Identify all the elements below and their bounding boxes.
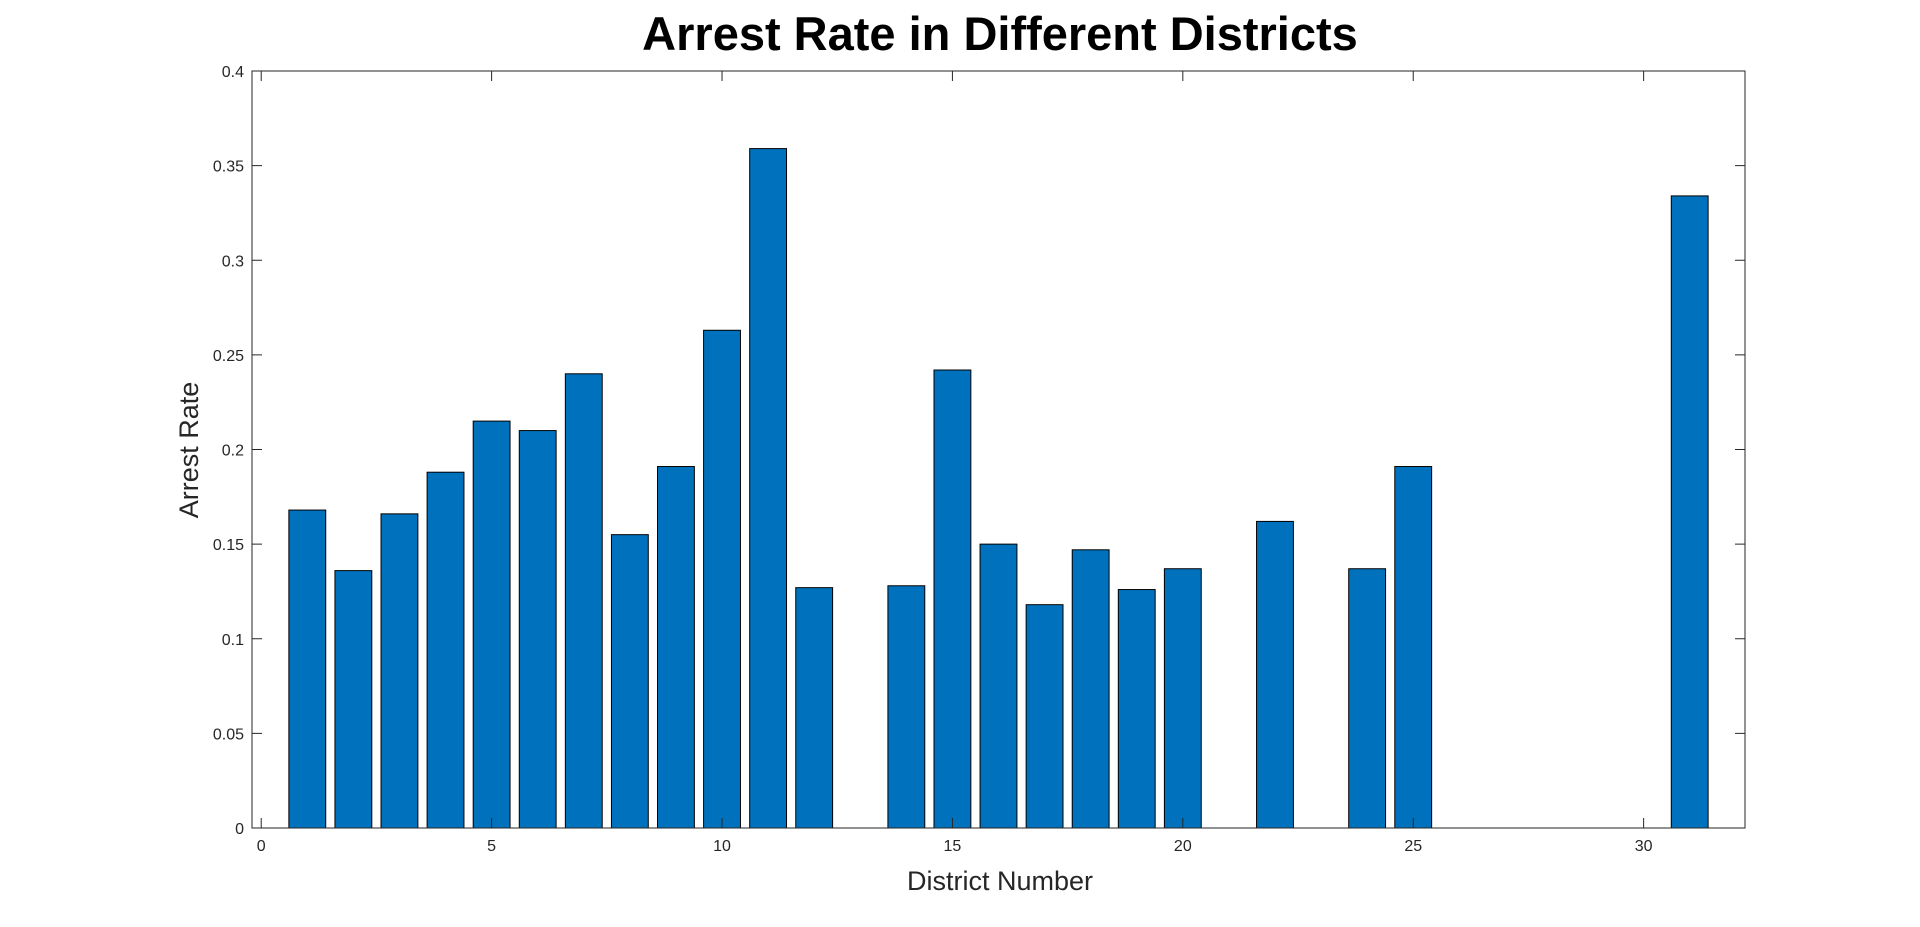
ticks-group: 0 5 10 15 20 25 30 0 0.05 0.1 0.15 0.2 0.25 0.3 0.35 0.…	[213, 64, 1745, 855]
y-tick-label-0.4: 0.4	[222, 64, 244, 81]
bar-district-1	[288, 509, 327, 829]
bar-district-12	[795, 587, 834, 829]
y-tick-label-0.15: 0.15	[213, 537, 244, 554]
bar-district-18	[1071, 549, 1110, 829]
x-tick-label-10: 10	[713, 838, 731, 855]
bar-district-4	[426, 471, 465, 829]
x-tick-label-15: 15	[944, 838, 962, 855]
y-tick-label-0: 0	[235, 821, 244, 838]
x-tick-label-20: 20	[1174, 838, 1192, 855]
y-tick-label-0.2: 0.2	[222, 443, 244, 460]
y-tick-label-0.1: 0.1	[222, 632, 244, 649]
bar-district-25	[1394, 466, 1433, 829]
x-axis-label: District Number	[907, 866, 1093, 896]
bar-district-22	[1256, 520, 1294, 829]
bar-district-8	[610, 534, 649, 829]
x-tick-label-30: 30	[1635, 838, 1653, 855]
bar-district-20	[1163, 568, 1202, 829]
plot-area-frame	[251, 70, 1746, 829]
bar-district-16	[979, 543, 1018, 829]
bar-district-7	[564, 373, 603, 829]
bar-district-5	[472, 420, 511, 829]
y-tick-label-0.35: 0.35	[213, 159, 244, 176]
bar-district-14	[887, 585, 926, 829]
bar-district-2	[334, 570, 373, 829]
bar-district-10	[703, 329, 741, 829]
y-axis-label: Arrest Rate	[174, 382, 204, 519]
x-tick-label-5: 5	[487, 838, 496, 855]
x-tick-label-25: 25	[1404, 838, 1422, 855]
y-tick-label-0.3: 0.3	[222, 253, 244, 270]
chart-title: Arrest Rate in Different Districts	[642, 7, 1358, 60]
bar-district-17	[1025, 604, 1064, 829]
y-tick-label-0.25: 0.25	[213, 348, 244, 365]
y-tick-label-0.05: 0.05	[213, 726, 244, 743]
x-tick-label-0: 0	[257, 838, 266, 855]
bar-district-3	[380, 513, 419, 829]
bar-district-6	[518, 430, 557, 829]
bars-group	[288, 148, 1709, 829]
bar-district-9	[657, 466, 695, 829]
bar-district-24	[1348, 568, 1387, 829]
bar-district-15	[933, 369, 972, 829]
bar-district-31	[1670, 195, 1709, 829]
bar-district-11	[749, 148, 788, 829]
bar-district-19	[1117, 589, 1156, 829]
